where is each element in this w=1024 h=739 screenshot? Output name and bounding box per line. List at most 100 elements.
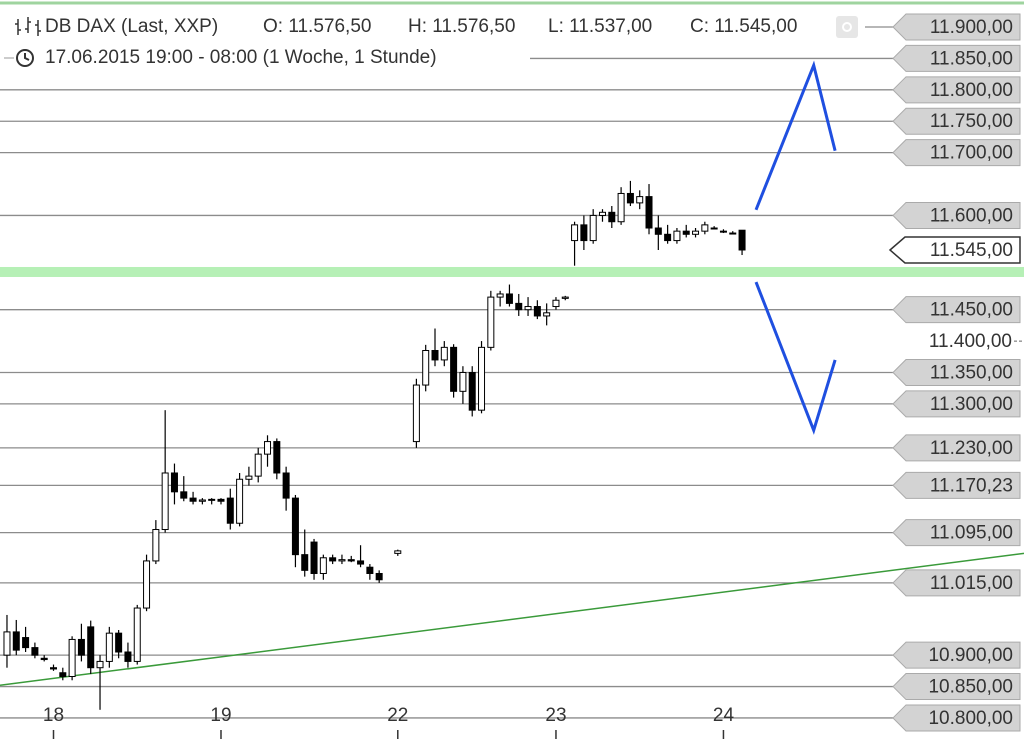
level-label: 11.095,00	[930, 523, 1013, 544]
candle-body	[664, 233, 672, 242]
candle-body	[236, 478, 244, 524]
x-tick-label: 19	[210, 705, 231, 726]
candle-body	[105, 632, 113, 662]
candle-body	[459, 371, 467, 392]
candle-body	[77, 638, 85, 656]
candle-body	[170, 472, 178, 493]
level-label: 11.750,00	[930, 111, 1013, 132]
scenario-path	[754, 281, 837, 435]
candle-body	[580, 224, 588, 242]
candle-body	[701, 224, 709, 232]
candle-body	[719, 230, 727, 233]
candle-body	[338, 559, 346, 562]
candle-body	[543, 312, 551, 317]
candle-body	[40, 657, 48, 661]
level-box	[892, 434, 1021, 462]
instrument: DB DAX (Last, XXP)	[45, 16, 218, 37]
clock-icon	[16, 49, 34, 67]
candle-body	[254, 453, 262, 477]
support-zone	[0, 266, 1024, 277]
candle-body	[3, 631, 11, 656]
settings-button[interactable]	[836, 16, 858, 38]
level-label: 10.900,00	[928, 645, 1013, 666]
candle-body	[394, 550, 402, 554]
level-box	[892, 107, 1021, 135]
candle-body	[357, 560, 365, 565]
candle-body	[180, 491, 188, 499]
period: 17.06.2015 19:00 - 08:00 (1 Woche, 1 Stu…	[45, 47, 437, 68]
candle-body	[68, 638, 76, 678]
candle-body	[738, 229, 746, 251]
candle-body	[505, 293, 513, 304]
clock-hands	[24, 53, 30, 61]
level-label: 11.600,00	[930, 205, 1013, 226]
level-box	[892, 13, 1021, 41]
candle-body	[189, 497, 197, 502]
level-label: 11.450,00	[930, 300, 1013, 321]
candle-body	[115, 632, 123, 653]
candle-body	[133, 607, 141, 662]
x-tick-label: 18	[43, 705, 64, 726]
candle-body	[431, 349, 439, 361]
level-label: 11.900,00	[930, 17, 1013, 38]
candle-body	[682, 230, 690, 235]
x-tick-label: 24	[713, 705, 735, 726]
last-price-label: 11.545,00	[930, 240, 1013, 261]
candle-body	[59, 672, 67, 678]
ohlc-open: O: 11.576,50	[263, 16, 371, 37]
candle-body	[310, 541, 318, 574]
header: DB DAX (Last, XXP) O: 11.576,50 H: 11.57…	[0, 12, 862, 72]
candle-body	[161, 472, 169, 531]
candle-body	[589, 214, 597, 242]
candle-body	[571, 224, 579, 242]
x-tick-label: 23	[545, 705, 566, 726]
candle-body	[496, 293, 504, 298]
ohlc-low: L: 11.537,00	[548, 16, 652, 37]
candle-body	[729, 232, 737, 235]
ohlc-icon	[15, 17, 41, 36]
candle-body	[515, 302, 523, 311]
candle-body	[552, 299, 560, 308]
candle-body	[487, 296, 495, 348]
candle-body	[291, 497, 299, 556]
plot-area	[0, 26, 1024, 719]
level-label: 11.300,00	[930, 394, 1013, 415]
ohlc-high: H: 11.576,50	[408, 16, 515, 37]
ohlc-close: C: 11.545,00	[690, 16, 797, 37]
candle-body	[31, 647, 39, 656]
level-box	[892, 358, 1021, 386]
candle-body	[636, 196, 644, 204]
candle-body	[22, 637, 30, 649]
level-label: 11.850,00	[930, 48, 1013, 69]
candle-body	[375, 572, 383, 581]
candle-body	[673, 230, 681, 242]
candle-body	[50, 667, 58, 670]
candle-body	[524, 306, 532, 311]
candle-body	[124, 651, 132, 662]
level-box	[892, 201, 1021, 229]
candle-body	[96, 660, 104, 669]
header-bg	[0, 12, 862, 42]
candle-body	[626, 192, 634, 204]
level-box	[892, 139, 1021, 167]
level-label: 11.350,00	[930, 362, 1013, 383]
candle-body	[692, 230, 700, 235]
candle-body	[226, 497, 234, 524]
level-label: 10.800,00	[928, 708, 1013, 729]
candle-body	[645, 196, 653, 229]
level-box	[892, 76, 1021, 104]
candle-body	[245, 475, 253, 480]
candle-body	[561, 296, 569, 299]
level-box	[892, 390, 1021, 418]
scenario-path	[754, 60, 837, 211]
candle-body	[608, 211, 616, 223]
candle-body	[450, 346, 458, 392]
candle-body	[710, 227, 718, 230]
candle-body	[12, 631, 20, 651]
candle-body	[301, 554, 309, 571]
candle-body	[598, 211, 606, 216]
level-label: 11.015,00	[930, 573, 1013, 594]
candle-body	[198, 499, 206, 502]
